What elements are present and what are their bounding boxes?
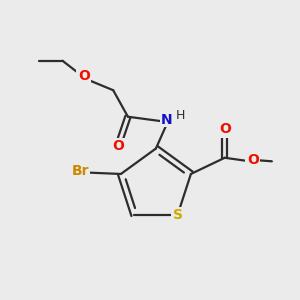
Text: O: O	[112, 139, 124, 153]
Text: N: N	[160, 113, 172, 127]
Text: O: O	[78, 68, 90, 83]
Text: H: H	[176, 109, 186, 122]
Text: Br: Br	[71, 164, 89, 178]
Text: S: S	[172, 208, 182, 222]
Text: O: O	[247, 153, 259, 167]
Text: O: O	[219, 122, 231, 136]
